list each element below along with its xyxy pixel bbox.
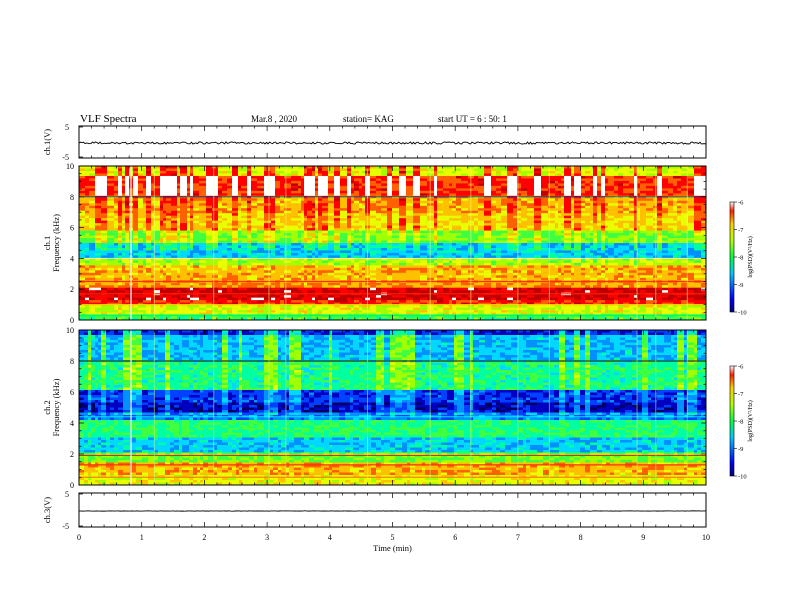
ch1-waveform-ytick-label: 5 <box>65 123 69 132</box>
ch1-spectrogram-colorbar-label: log(PSD)(V²/Hz) <box>747 236 754 277</box>
start-time-label: start UT = 6 : 50: 1 <box>438 114 507 124</box>
ch2-spectrogram-ylabel: Frequency (kHz) <box>51 378 61 436</box>
x-tick-label: 7 <box>516 533 520 542</box>
ch1-spectrogram-ylabel-channel: ch.1 <box>42 236 52 250</box>
ch1-spectrogram-ytick-label: 8 <box>70 193 74 202</box>
ch1-spectrogram-colorbar-tick-label: -8 <box>738 255 743 262</box>
ch1-waveform-ylabel: ch.1(V) <box>42 129 52 155</box>
station-label: station= KAG <box>343 114 394 124</box>
ch3-waveform-ytick-label: 5 <box>65 490 69 499</box>
x-tick-label: 6 <box>453 533 457 542</box>
ch2-spectrogram-ytick-label: 10 <box>66 326 74 335</box>
ch2-spectrogram-colorbar <box>729 365 735 477</box>
ch2-spectrogram-colorbar-tick-label: -9 <box>738 446 743 453</box>
ch3-waveform-ylabel: ch.3(V) <box>42 497 52 523</box>
ch2-spectrogram-ytick-label: 2 <box>70 450 74 459</box>
ch1-spectrogram-cells <box>79 166 706 320</box>
x-axis-label: Time (min) <box>373 543 412 553</box>
x-tick-label: 0 <box>77 533 81 542</box>
chart-title: VLF Spectra <box>80 113 137 125</box>
date-label: Mar.8 , 2020 <box>251 114 297 124</box>
ch2-spectrogram-ylabel-channel: ch.2 <box>42 400 52 414</box>
x-tick-label: 10 <box>702 533 710 542</box>
ch1-spectrogram-ytick-label: 0 <box>70 316 74 325</box>
ch1-spectrogram-colorbar-tick-label: -7 <box>738 227 744 234</box>
ch1-spectrogram-ytick-label: 6 <box>70 224 74 233</box>
x-tick-label: 5 <box>391 533 395 542</box>
ch2-spectrogram-ytick-label: 0 <box>70 481 74 490</box>
ch1-spectrogram-colorbar-tick-label: -6 <box>738 200 744 207</box>
ch2-spectrogram-ytick-label: 8 <box>70 357 74 366</box>
ch2-spectrogram-colorbar-tick-label: -8 <box>738 419 743 426</box>
x-tick-label: 3 <box>265 533 269 542</box>
x-tick-label: 2 <box>202 533 206 542</box>
ch1-spectrogram-colorbar-tick-label: -10 <box>738 310 747 317</box>
ch2-spectrogram-colorbar-label: log(PSD)(V²/Hz) <box>747 400 754 441</box>
ch1-waveform-ytick-label: -5 <box>62 153 69 162</box>
ch1-spectrogram-colorbar <box>729 201 735 313</box>
ch3-waveform-frame <box>78 492 707 528</box>
ch1-spectrogram-ylabel: Frequency (kHz) <box>51 214 61 272</box>
ch1-spectrogram-ytick-label: 4 <box>70 254 74 263</box>
x-tick-label: 1 <box>140 533 144 542</box>
ch2-spectrogram-colorbar-tick-label: -7 <box>738 391 744 398</box>
x-tick-label: 9 <box>641 533 645 542</box>
x-tick-label: 4 <box>328 533 332 542</box>
ch1-spectrogram-ytick-label: 2 <box>70 285 74 294</box>
ch2-spectrogram-colorbar-tick-label: -6 <box>738 364 744 371</box>
ch2-spectrogram-cells <box>79 330 706 485</box>
x-tick-label: 8 <box>579 533 583 542</box>
ch1-spectrogram-ytick-label: 10 <box>66 162 74 171</box>
ch3-waveform-ytick-label: -5 <box>62 522 69 531</box>
ch2-spectrogram-ytick-label: 6 <box>70 388 74 397</box>
ch1-waveform-trace <box>78 141 707 145</box>
ch1-spectrogram-colorbar-tick-label: -9 <box>738 282 743 289</box>
ch2-spectrogram-ytick-label: 4 <box>70 419 74 428</box>
ch2-spectrogram-colorbar-tick-label: -10 <box>738 474 747 481</box>
